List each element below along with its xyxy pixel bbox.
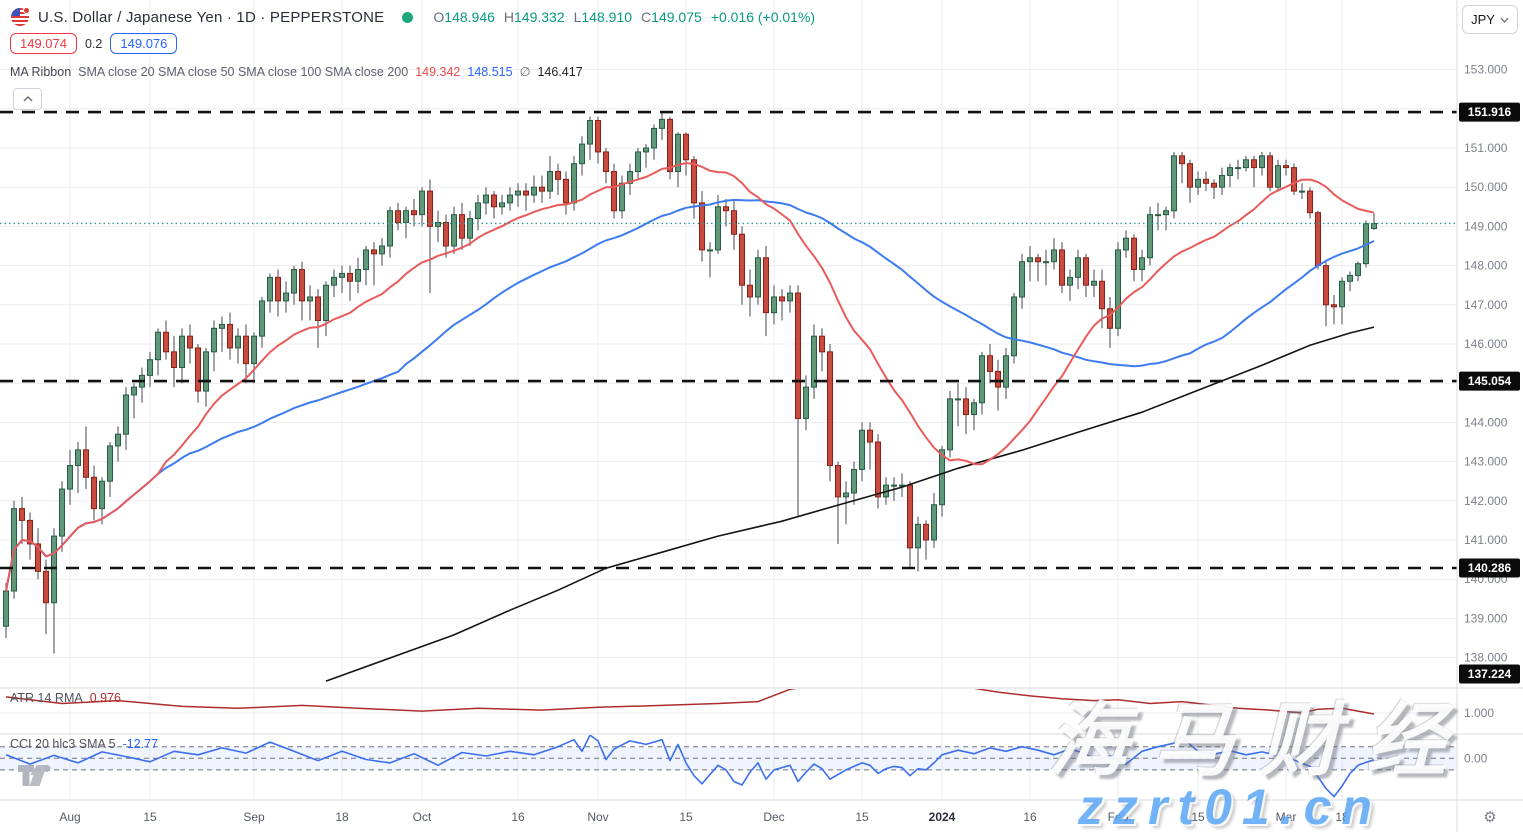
ma-average-symbol: ∅ xyxy=(519,65,531,79)
axis-label: 140.286 xyxy=(1468,561,1512,575)
axis-label: Feb xyxy=(1108,810,1129,824)
axis-label: 148.000 xyxy=(1464,259,1508,273)
low-label: L xyxy=(573,9,582,25)
axis-label: 149.000 xyxy=(1464,219,1508,233)
axis-label: 18 xyxy=(335,810,349,824)
ohlc-values: O148.946 H149.332 L148.910 C149.075 +0.0… xyxy=(433,9,815,25)
axis-label: Aug xyxy=(59,810,80,824)
high-label: H xyxy=(503,9,515,25)
axis-label: 138.000 xyxy=(1464,651,1508,665)
axis-label: 151.000 xyxy=(1464,141,1508,155)
change-value: +0.016 (+0.01%) xyxy=(710,9,816,25)
high-value: 149.332 xyxy=(514,9,565,25)
atr-name: ATR 14 RMA xyxy=(10,691,83,705)
axis-label: 153.000 xyxy=(1464,63,1508,77)
open-label: O xyxy=(433,9,445,25)
sma-20-line xyxy=(5,162,1375,592)
spread-value: 0.2 xyxy=(85,36,103,51)
axis-label: 139.000 xyxy=(1464,611,1508,625)
axis-label: 16 xyxy=(1023,810,1037,824)
axis-label: Mar xyxy=(1276,810,1297,824)
axis-label: 150.000 xyxy=(1464,180,1508,194)
sma50-value: 148.515 xyxy=(467,64,513,79)
low-value: 148.910 xyxy=(581,9,633,25)
ma-ribbon-name: MA Ribbon xyxy=(10,64,72,79)
axis-label: 141.000 xyxy=(1464,533,1508,547)
axis-label: 15 xyxy=(855,810,869,824)
axis-label: 15 xyxy=(1191,810,1205,824)
timezone-settings-gear-icon[interactable]: ⚙ xyxy=(1483,809,1496,826)
axis-label: Sep xyxy=(243,810,265,824)
axis-label: 2024 xyxy=(929,810,956,824)
price-tag xyxy=(1459,102,1520,122)
currency-label: JPY xyxy=(1471,12,1495,27)
cci-legend[interactable]: CCI 20 hlc3 SMA 5 -12.77 xyxy=(10,737,158,751)
axis-label: 146.000 xyxy=(1464,337,1508,351)
axis-label: Nov xyxy=(587,810,608,824)
cci-value: -12.77 xyxy=(122,737,159,751)
axis-label: 137.224 xyxy=(1468,667,1512,681)
price-tag xyxy=(1459,558,1520,578)
buy-button[interactable]: 149.076 xyxy=(110,33,178,54)
cci-name: CCI 20 hlc3 SMA 5 xyxy=(10,737,116,751)
cci-pane xyxy=(0,735,1457,798)
atr-value: 0.976 xyxy=(89,691,121,705)
atr-legend[interactable]: ATR 14 RMA 0.976 xyxy=(10,691,121,705)
sell-button[interactable]: 149.074 xyxy=(10,33,77,54)
axis-label: 15 xyxy=(679,810,693,824)
price-axis-currency-button[interactable]: JPY xyxy=(1462,5,1518,34)
axis-label: 144.000 xyxy=(1464,415,1508,429)
collapse-legend-button[interactable] xyxy=(13,88,42,110)
chevron-up-icon xyxy=(23,96,32,102)
axis-label: 142.000 xyxy=(1464,494,1508,508)
symbol-title[interactable]: U.S. Dollar / Japanese Yen · 1D · PEPPER… xyxy=(38,8,385,26)
axis-label: 15 xyxy=(143,810,157,824)
grid xyxy=(0,0,1457,800)
tradingview-logo[interactable] xyxy=(17,762,53,790)
axis-label: 145.054 xyxy=(1468,374,1512,388)
symbol-header: U.S. Dollar / Japanese Yen · 1D · PEPPER… xyxy=(10,6,815,28)
quote-row: 149.074 0.2 149.076 xyxy=(10,33,178,54)
axis-label: 0.00 xyxy=(1464,751,1488,765)
axis-label: 16 xyxy=(511,810,525,824)
sma-200-line xyxy=(325,326,1375,682)
ma-ribbon-legend[interactable]: MA Ribbon SMA close 20 SMA close 50 SMA … xyxy=(10,64,583,80)
candlestick-series xyxy=(3,111,1377,682)
axis-label: 1.000 xyxy=(1464,706,1494,720)
time-axis[interactable]: Aug 15 Sep 18 Oct 16 Nov 15 Dec 15 2024 16 Feb 15 Mar 1… xyxy=(59,809,1496,826)
close-value: 149.075 xyxy=(651,9,702,25)
atr-pane xyxy=(5,689,1375,715)
price-tag xyxy=(1459,664,1520,684)
axis-label: Oct xyxy=(413,810,432,824)
market-status-dot[interactable] xyxy=(402,11,414,23)
cci-line xyxy=(5,735,1375,798)
open-value: 148.946 xyxy=(444,9,495,25)
us-flag-icon xyxy=(11,7,30,26)
close-label: C xyxy=(641,9,652,25)
ma-ribbon-params: SMA close 20 SMA close 50 SMA close 100 … xyxy=(78,64,409,79)
price-axis[interactable]: 153.000 151.000 150.000 149.000 148.000 147.0… xyxy=(1459,63,1520,766)
axis-label: 18 xyxy=(1335,810,1349,824)
axis-label: 147.000 xyxy=(1464,298,1508,312)
sma20-value: 149.342 xyxy=(415,64,461,79)
sma-50-line xyxy=(5,198,1375,592)
axis-label: 151.916 xyxy=(1468,105,1512,119)
price-tag xyxy=(1459,371,1520,391)
axis-label: 143.000 xyxy=(1464,455,1508,469)
ma-average-value: 146.417 xyxy=(537,64,583,79)
atr-line xyxy=(5,689,1375,715)
axis-label: Dec xyxy=(763,810,784,824)
chevron-down-icon xyxy=(1500,17,1509,23)
